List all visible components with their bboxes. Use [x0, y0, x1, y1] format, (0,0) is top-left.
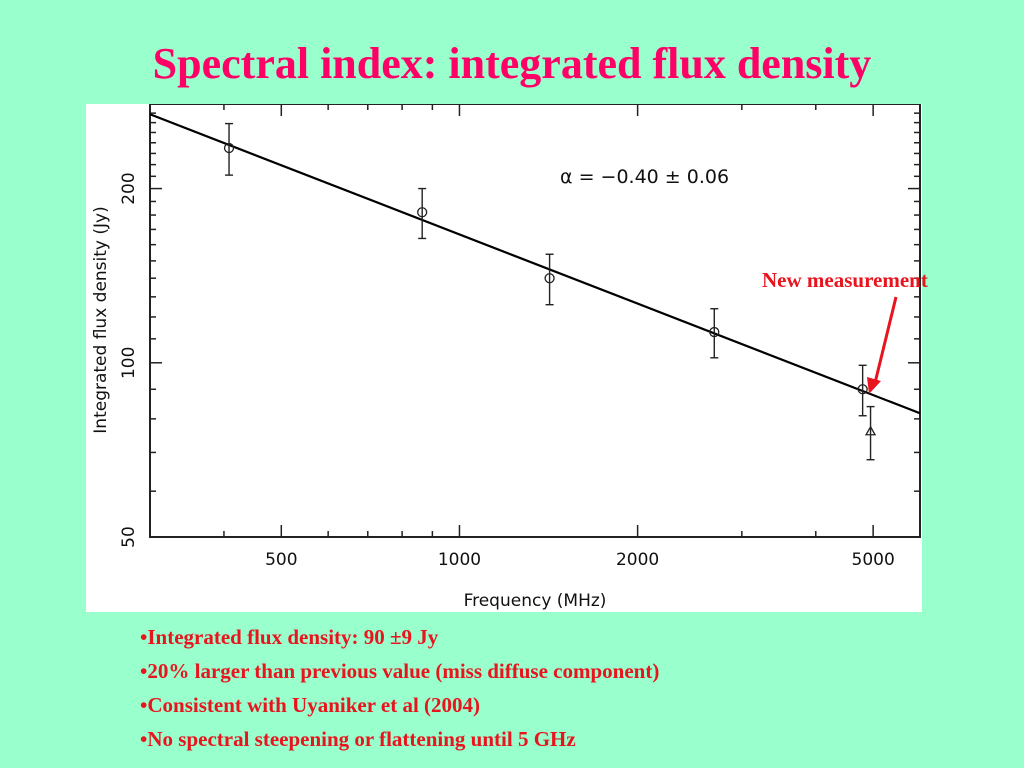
data-point: [417, 207, 428, 218]
chart-panel: 500 1000 2000 5000 50 100 200 α = −0.40 ± 0.06…: [86, 104, 922, 612]
x-axis-label: Frequency (MHz): [464, 591, 607, 611]
data-points-layer: [223, 122, 877, 461]
ticks: 500 1000 2000 5000 50 100 200: [119, 104, 921, 570]
fit-line: [149, 113, 921, 415]
bullet-item: No spectral steepening or flattening unt…: [140, 722, 659, 756]
bullet-item: Consistent with Uyaniker et al (2004): [140, 688, 659, 722]
bullet-list: Integrated flux density: 90 ±9 Jy 20% la…: [140, 620, 659, 756]
bullet-item: 20% larger than previous value (miss dif…: [140, 654, 659, 688]
plot-frame: [149, 104, 921, 538]
y-tick-label: 200: [119, 172, 139, 204]
x-tick-label: 5000: [852, 550, 895, 570]
y-tick-label: 100: [119, 347, 139, 379]
x-tick-label: 500: [265, 550, 297, 570]
data-point: [544, 273, 555, 284]
x-tick-label: 1000: [438, 550, 481, 570]
data-point-triangle: [864, 425, 877, 436]
y-tick-label: 50: [119, 526, 139, 548]
x-tick-label: 2000: [616, 550, 659, 570]
slide-title: Spectral index: integrated flux density: [152, 39, 872, 88]
spectral-index-annotation: α = −0.40 ± 0.06: [560, 166, 729, 188]
y-axis-label: Integrated flux density (Jy): [91, 206, 111, 433]
new-measurement-callout: New measurement: [762, 268, 928, 292]
bullet-item: Integrated flux density: 90 ±9 Jy: [140, 620, 659, 654]
flux-density-chart: 500 1000 2000 5000 50 100 200 α = −0.40 ± 0.06…: [91, 104, 921, 611]
data-point: [223, 142, 235, 154]
data-point: [709, 326, 720, 338]
fit-layer: [149, 113, 921, 415]
